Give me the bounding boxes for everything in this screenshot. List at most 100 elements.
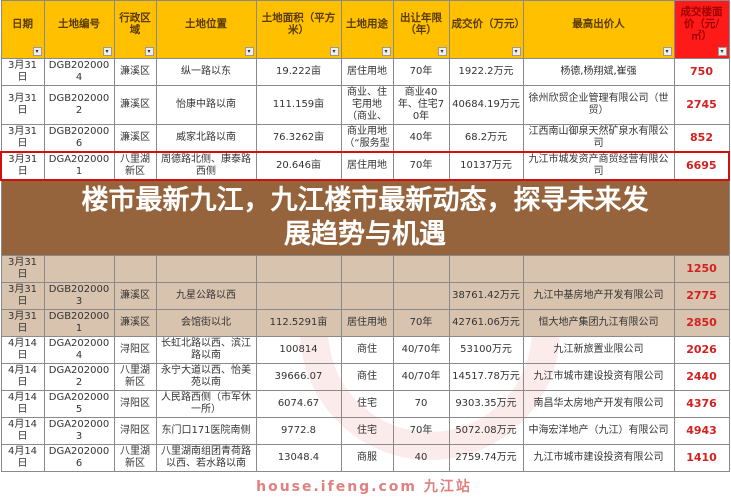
table-cell[interactable] <box>522 255 675 283</box>
table-cell[interactable]: 852 <box>673 124 730 153</box>
table-cell[interactable]: 九江市城发资产商贸经营有限公司 <box>522 151 675 181</box>
table-cell[interactable]: 威家北路以南 <box>155 124 257 153</box>
table-cell[interactable]: 2440 <box>673 363 730 391</box>
table-cell[interactable]: 居住用地 <box>340 151 394 181</box>
table-cell[interactable]: 会馆街以北 <box>155 309 257 337</box>
table-cell[interactable] <box>392 255 450 283</box>
table-cell[interactable]: 6074.67 <box>255 390 342 418</box>
filter-dropdown-icon[interactable]: ▾ <box>511 47 521 56</box>
filter-dropdown-icon[interactable]: ▾ <box>244 47 254 56</box>
table-cell[interactable]: DGB2020004 <box>43 58 115 86</box>
table-cell[interactable]: DGA2020006 <box>43 444 115 472</box>
table-cell[interactable]: 4月14日 <box>0 390 45 418</box>
table-cell[interactable]: 商业用地（“服务型 <box>340 124 394 153</box>
table-cell[interactable]: 9303.35万元 <box>448 390 524 418</box>
table-cell[interactable]: 4376 <box>673 390 730 418</box>
table-cell[interactable]: 70年 <box>392 151 450 181</box>
table-cell[interactable]: 八里湖新区 <box>113 363 157 391</box>
table-cell[interactable]: 3月31日 <box>0 58 45 86</box>
table-cell[interactable]: 3月31日 <box>0 124 45 153</box>
table-cell[interactable]: 九江市城市建设投资有限公司 <box>522 363 675 391</box>
table-cell[interactable]: 八里湖新区 <box>113 444 157 472</box>
table-cell[interactable]: DGA2020005 <box>43 390 115 418</box>
table-cell[interactable]: 76.3262亩 <box>255 124 342 153</box>
table-cell[interactable]: 东门口171医院南侧 <box>155 417 257 445</box>
table-cell[interactable]: 1410 <box>673 444 730 472</box>
table-cell[interactable]: 商业、住宅用地（商业、 <box>340 85 394 125</box>
table-cell[interactable]: 40/70年 <box>392 336 450 364</box>
table-cell[interactable]: 江西南山御泉天然矿泉水有限公司 <box>522 124 675 153</box>
table-cell[interactable]: 八里湖新区 <box>113 151 157 181</box>
table-cell[interactable]: 100814 <box>255 336 342 364</box>
table-cell[interactable]: 112.5291亩 <box>255 309 342 337</box>
table-cell[interactable] <box>448 255 524 283</box>
table-cell[interactable]: 2775 <box>673 282 730 310</box>
table-cell[interactable]: 5072.08万元 <box>448 417 524 445</box>
table-cell[interactable] <box>113 255 157 283</box>
table-cell[interactable]: DGB2020001 <box>43 309 115 337</box>
table-cell[interactable]: 68.2万元 <box>448 124 524 153</box>
table-cell[interactable]: 40684.19万元 <box>448 85 524 125</box>
table-cell[interactable]: 1250 <box>673 255 730 283</box>
table-cell[interactable]: 40/70年 <box>392 363 450 391</box>
table-cell[interactable]: 商服 <box>340 444 394 472</box>
table-cell[interactable]: 杨德,杨翔斌,崔强 <box>522 58 675 86</box>
table-cell[interactable]: 九江新旅置业限公司 <box>522 336 675 364</box>
table-cell[interactable]: 4943 <box>673 417 730 445</box>
table-cell[interactable]: 恒大地产集团九江有限公司 <box>522 309 675 337</box>
table-cell[interactable]: 10137万元 <box>448 151 524 181</box>
table-cell[interactable]: 住宅 <box>340 390 394 418</box>
filter-dropdown-icon[interactable]: ▾ <box>144 47 154 56</box>
table-cell[interactable] <box>255 255 342 283</box>
table-cell[interactable]: 濂溪区 <box>113 282 157 310</box>
table-cell[interactable]: DGB2020003 <box>43 282 115 310</box>
table-cell[interactable] <box>392 282 450 310</box>
table-cell[interactable]: 38761.42万元 <box>448 282 524 310</box>
table-cell[interactable]: 居住用地 <box>340 309 394 337</box>
table-cell[interactable]: 111.159亩 <box>255 85 342 125</box>
table-cell[interactable]: DGA2020001 <box>43 151 115 181</box>
table-cell[interactable]: 70 <box>392 390 450 418</box>
table-cell[interactable]: 6695 <box>673 151 730 181</box>
table-cell[interactable]: 13048.4 <box>255 444 342 472</box>
table-cell[interactable]: 70年 <box>392 58 450 86</box>
table-cell[interactable]: 20.646亩 <box>255 151 342 181</box>
table-cell[interactable]: DGA2020002 <box>43 363 115 391</box>
table-cell[interactable]: 3月31日 <box>0 282 45 310</box>
filter-dropdown-icon[interactable]: ▾ <box>717 47 727 56</box>
table-cell[interactable]: 永宁大道以西、怡美苑以南 <box>155 363 257 391</box>
table-cell[interactable]: 70年 <box>392 417 450 445</box>
table-cell[interactable]: DGB2020002 <box>43 85 115 125</box>
table-cell[interactable]: 3月31日 <box>0 85 45 125</box>
table-cell[interactable] <box>43 255 115 283</box>
filter-dropdown-icon[interactable]: ▾ <box>102 47 112 56</box>
table-cell[interactable]: DGB2020006 <box>43 124 115 153</box>
table-cell[interactable]: 浔阳区 <box>113 390 157 418</box>
table-cell[interactable] <box>340 282 394 310</box>
table-cell[interactable]: 居住用地 <box>340 58 394 86</box>
table-cell[interactable]: 2850 <box>673 309 730 337</box>
filter-dropdown-icon[interactable]: ▾ <box>381 47 391 56</box>
table-cell[interactable]: 2745 <box>673 85 730 125</box>
table-cell[interactable]: 九星公路以西 <box>155 282 257 310</box>
table-cell[interactable] <box>155 255 257 283</box>
table-cell[interactable]: 住宅 <box>340 417 394 445</box>
table-cell[interactable]: 商住 <box>340 336 394 364</box>
table-cell[interactable]: DGA2020004 <box>43 336 115 364</box>
table-cell[interactable]: 70年 <box>392 309 450 337</box>
table-cell[interactable]: 14517.78万元 <box>448 363 524 391</box>
table-cell[interactable]: 八里湖南组团青荷路以西、若水路以南 <box>155 444 257 472</box>
table-cell[interactable]: 濂溪区 <box>113 309 157 337</box>
table-cell[interactable]: 4月14日 <box>0 417 45 445</box>
table-cell[interactable]: 浔阳区 <box>113 336 157 364</box>
table-cell[interactable]: 9772.8 <box>255 417 342 445</box>
table-cell[interactable]: 九江中基房地产开发有限公司 <box>522 282 675 310</box>
table-cell[interactable]: 4月14日 <box>0 444 45 472</box>
table-cell[interactable]: 3月31日 <box>0 151 45 181</box>
table-cell[interactable]: 九江市城市建设投资有限公司 <box>522 444 675 472</box>
table-cell[interactable] <box>255 282 342 310</box>
table-cell[interactable]: 中海宏洋地产（九江）有限公司 <box>522 417 675 445</box>
table-cell[interactable]: 42761.06万元 <box>448 309 524 337</box>
table-cell[interactable]: 濂溪区 <box>113 124 157 153</box>
table-cell[interactable]: 南昌华太房地产开发有限公司 <box>522 390 675 418</box>
